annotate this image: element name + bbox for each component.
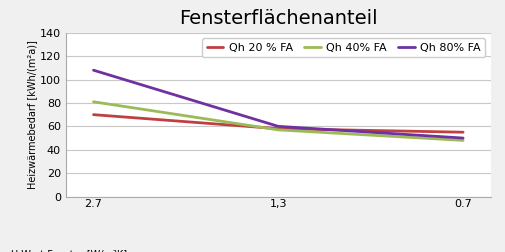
Text: U-Wert Fenster [W/m²K]: U-Wert Fenster [W/m²K] (11, 249, 126, 252)
Title: Fensterflächenanteil: Fensterflächenanteil (179, 9, 377, 28)
Y-axis label: Heizwärmebedarf [kWh/(m²a)]: Heizwärmebedarf [kWh/(m²a)] (27, 40, 37, 189)
Qh 80% FA (275, 125, 281, 128)
Qh 40% FA (90, 100, 96, 103)
Qh 40% FA (275, 128, 281, 131)
Qh 80% FA (459, 137, 465, 140)
Qh 20 % FA (459, 131, 465, 134)
Legend: Qh 20 % FA, Qh 40% FA, Qh 80% FA: Qh 20 % FA, Qh 40% FA, Qh 80% FA (201, 38, 484, 57)
Qh 20 % FA (275, 127, 281, 130)
Line: Qh 40% FA: Qh 40% FA (93, 102, 462, 140)
Qh 80% FA (90, 69, 96, 72)
Qh 20 % FA (90, 113, 96, 116)
Qh 40% FA (459, 139, 465, 142)
Line: Qh 80% FA: Qh 80% FA (93, 70, 462, 138)
Line: Qh 20 % FA: Qh 20 % FA (93, 115, 462, 132)
